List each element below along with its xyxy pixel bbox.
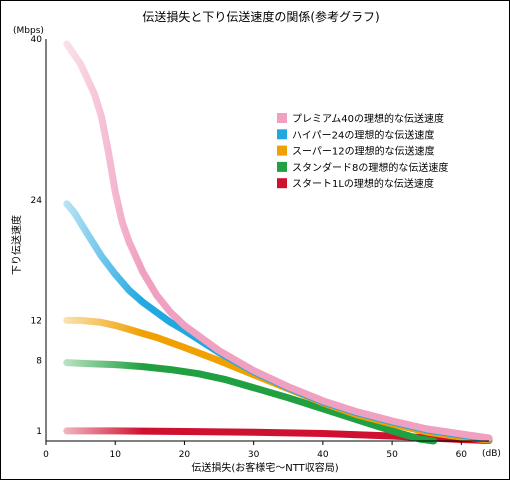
legend-label: ハイパー24の理想的な伝送速度 bbox=[292, 128, 434, 141]
series-line-4 bbox=[63, 427, 493, 444]
y-tick-label: 24 bbox=[31, 196, 43, 206]
legend-label: スーパー12の理想的な伝送速度 bbox=[292, 145, 435, 158]
x-tick-label: 60 bbox=[456, 450, 468, 460]
legend: プレミアム40の理想的な伝送速度ハイパー24の理想的な伝送速度スーパー12の理想… bbox=[277, 112, 448, 190]
tick-layer: 0 10 20 30 40 50 60 1 8 12 24 40 bbox=[31, 35, 468, 460]
legend-swatch bbox=[277, 178, 287, 189]
legend-label: スタート1Lの理想的な伝送速度 bbox=[292, 177, 434, 190]
x-tick-label: 10 bbox=[109, 450, 121, 460]
legend-swatch bbox=[277, 113, 287, 123]
series-layer bbox=[63, 40, 493, 445]
legend-swatch bbox=[277, 145, 287, 156]
x-tick-label: 40 bbox=[317, 450, 329, 460]
y-axis-label: 下り伝送速度 bbox=[10, 215, 23, 275]
legend-label: プレミアム40の理想的な伝送速度 bbox=[292, 112, 444, 125]
series-line-0 bbox=[63, 40, 493, 442]
series-line-3 bbox=[63, 359, 438, 445]
y-unit-label: (Mbps) bbox=[13, 26, 44, 36]
y-tick-label: 1 bbox=[36, 427, 42, 437]
y-tick-label: 40 bbox=[31, 35, 43, 45]
chart-title: 伝送損失と下り伝送速度の関係(参考グラフ) bbox=[142, 9, 379, 24]
x-axis-label: 伝送損失(お客様宅〜NTT収容局) bbox=[191, 461, 338, 474]
legend-label: スタンダード8の理想的な伝送速度 bbox=[292, 161, 448, 174]
x-tick-label: 50 bbox=[386, 450, 398, 460]
x-tick-label: 30 bbox=[248, 450, 260, 460]
x-tick-label: 0 bbox=[43, 450, 49, 460]
y-tick-label: 12 bbox=[31, 316, 42, 326]
legend-swatch bbox=[277, 161, 287, 172]
legend-swatch bbox=[277, 129, 287, 140]
x-unit-label: (dB) bbox=[482, 449, 501, 459]
y-tick-label: 8 bbox=[36, 357, 42, 367]
x-tick-label: 20 bbox=[179, 450, 191, 460]
